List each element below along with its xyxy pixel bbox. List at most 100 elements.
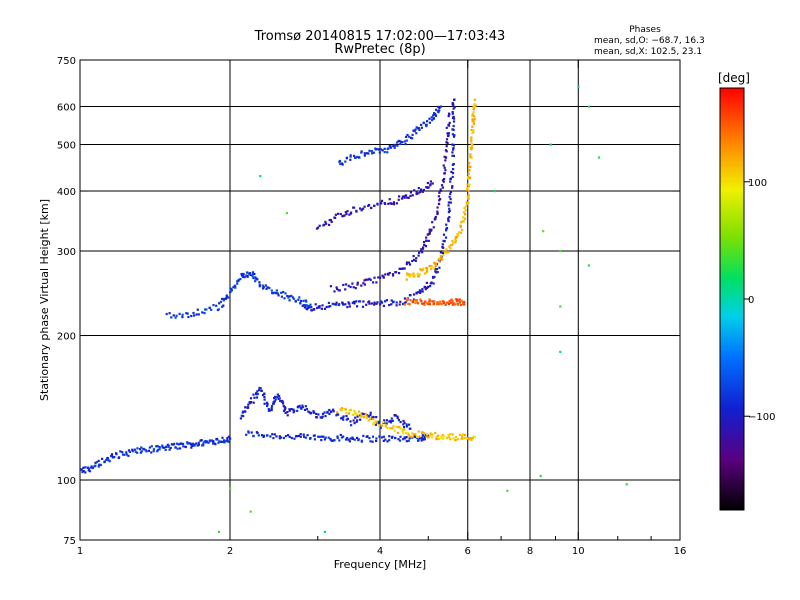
data-point bbox=[90, 465, 93, 468]
data-point bbox=[464, 205, 468, 208]
data-point bbox=[422, 246, 425, 249]
data-point bbox=[467, 185, 470, 188]
data-point bbox=[437, 202, 441, 205]
data-point bbox=[322, 435, 325, 438]
data-point bbox=[454, 298, 457, 301]
data-point bbox=[186, 441, 189, 444]
data-point bbox=[358, 300, 362, 303]
data-point bbox=[230, 287, 233, 290]
data-point bbox=[421, 268, 424, 271]
data-point bbox=[422, 434, 425, 437]
data-point bbox=[302, 304, 305, 307]
data-point bbox=[330, 220, 333, 223]
data-point bbox=[415, 132, 418, 135]
data-point bbox=[323, 223, 326, 226]
data-point bbox=[441, 252, 445, 255]
data-point bbox=[215, 437, 219, 441]
data-point bbox=[432, 302, 436, 305]
data-point bbox=[471, 131, 474, 135]
data-point bbox=[414, 301, 417, 305]
data-point bbox=[361, 415, 364, 418]
data-point bbox=[327, 436, 330, 439]
y-tick-label: 600 bbox=[57, 103, 76, 114]
data-point bbox=[326, 411, 329, 414]
data-point bbox=[445, 223, 448, 226]
data-point bbox=[262, 434, 266, 437]
data-point bbox=[236, 282, 239, 285]
data-point bbox=[363, 283, 366, 286]
data-point bbox=[271, 433, 274, 436]
data-point bbox=[449, 438, 452, 441]
data-point bbox=[342, 435, 345, 438]
data-point bbox=[299, 302, 302, 305]
data-point bbox=[286, 414, 289, 417]
data-point bbox=[446, 134, 450, 138]
data-point bbox=[454, 435, 458, 439]
data-point bbox=[387, 202, 390, 205]
data-point bbox=[404, 437, 407, 440]
data-point bbox=[449, 190, 452, 193]
chart-title: Tromsø 20140815 17:02:00—17:03:43 bbox=[254, 29, 506, 44]
data-point bbox=[284, 411, 287, 414]
data-point bbox=[444, 303, 447, 306]
data-point bbox=[407, 196, 410, 199]
data-point bbox=[417, 430, 420, 433]
data-point bbox=[438, 109, 441, 112]
data-point bbox=[439, 188, 442, 191]
data-point bbox=[402, 438, 405, 441]
data-point bbox=[368, 277, 371, 280]
data-point bbox=[310, 306, 313, 309]
colorbar-tick-label: −100 bbox=[748, 412, 775, 423]
data-point bbox=[360, 150, 363, 153]
data-point bbox=[436, 271, 439, 274]
data-point bbox=[369, 418, 372, 421]
data-point bbox=[221, 297, 224, 300]
data-point bbox=[471, 120, 474, 123]
data-point bbox=[315, 412, 318, 415]
data-point bbox=[140, 446, 143, 449]
data-point bbox=[420, 188, 423, 191]
data-point bbox=[396, 425, 399, 429]
data-point bbox=[436, 303, 439, 306]
data-point bbox=[370, 206, 373, 210]
data-point bbox=[349, 285, 352, 289]
data-point bbox=[386, 427, 389, 430]
data-point bbox=[459, 226, 462, 229]
data-point bbox=[451, 112, 454, 115]
data-point bbox=[356, 419, 359, 422]
data-point bbox=[438, 106, 441, 110]
data-point bbox=[446, 301, 449, 304]
data-point bbox=[320, 307, 323, 310]
data-point bbox=[208, 440, 211, 443]
data-point bbox=[279, 399, 282, 403]
data-point bbox=[309, 303, 312, 306]
data-point bbox=[275, 289, 278, 292]
data-point bbox=[133, 448, 136, 451]
data-point bbox=[451, 111, 454, 114]
data-point bbox=[431, 182, 434, 185]
data-point bbox=[81, 470, 84, 474]
data-point bbox=[398, 426, 401, 429]
data-point bbox=[349, 408, 353, 411]
data-point bbox=[451, 154, 454, 157]
data-point bbox=[193, 314, 196, 317]
data-point bbox=[447, 124, 451, 127]
data-point bbox=[432, 282, 435, 285]
data-point bbox=[381, 149, 384, 152]
data-point bbox=[178, 312, 181, 315]
data-point bbox=[378, 424, 381, 427]
data-point bbox=[352, 419, 355, 422]
data-point bbox=[366, 278, 369, 281]
data-point bbox=[288, 409, 291, 412]
data-point bbox=[413, 130, 416, 133]
data-point bbox=[179, 447, 182, 450]
data-point bbox=[354, 156, 357, 159]
data-point bbox=[412, 272, 415, 275]
data-point bbox=[354, 300, 357, 303]
data-point bbox=[439, 198, 442, 201]
data-point bbox=[305, 408, 309, 411]
data-point bbox=[410, 273, 413, 276]
data-point bbox=[420, 123, 423, 126]
data-point bbox=[369, 278, 372, 281]
data-point bbox=[400, 267, 403, 270]
